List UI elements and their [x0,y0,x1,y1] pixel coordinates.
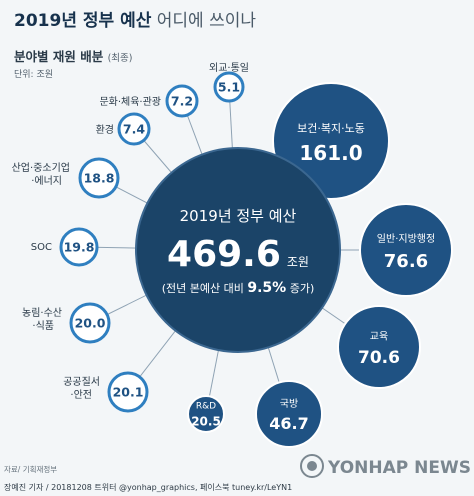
source-note: 자료/ 기획재정부 [4,465,58,474]
category-label-item-6: 공공질서 ·안전 [63,376,100,401]
value-label-item-9: 18.8 [84,171,115,186]
page-title: 2019년 정부 예산 어디에 쓰이나 [14,6,256,31]
page-title-bold: 2019년 정부 예산 [14,11,152,31]
logo-icon-inner [307,461,317,471]
category-label-line-item-6: 공공질서 [63,376,100,388]
category-label-item-2: 일반·지방행정 [377,233,435,245]
value-label-item-7: 20.0 [75,316,106,331]
unit-label: 단위: 조원 [14,70,54,80]
category-label-line-item-8: SOC [31,242,52,253]
subtitle-note: (최종) [107,53,133,64]
category-label-line-item-6: ·안전 [70,389,92,401]
center-note-value: 9.5% [247,280,286,296]
center-title: 2019년 정부 예산 [180,207,297,225]
bubble-item-5 [187,395,225,433]
center-circle [135,147,341,353]
category-label-line-item-9: 산업·중소기업 [12,161,70,174]
center-note-prefix: (전년 본예산 대비 [162,282,248,295]
bubble-item-2 [359,203,453,297]
category-label-item-8: SOC [31,242,52,253]
center-unit: 조원 [287,255,309,269]
value-label-item-2: 76.6 [384,251,428,272]
center-note-suffix: 증가) [286,282,314,295]
value-label-item-1: 161.0 [299,141,362,165]
center-note: (전년 본예산 대비 9.5% 증가) [162,280,314,296]
category-label-line-item-7: 농림·수산 [22,307,62,319]
bubble-item-3 [337,305,421,389]
bubble-item-9 [78,157,120,199]
value-label-item-11: 7.2 [171,94,193,109]
bubble-item-7 [69,302,111,344]
bubble-item-4 [255,380,323,448]
bubble-item-10 [117,112,151,146]
category-label-line-item-12: 외교·통일 [209,62,249,74]
category-label-item-11: 문화·체육·관광 [99,96,161,108]
center-bubble: 2019년 정부 예산 469.6 조원 (전년 본예산 대비 9.5% 증가) [135,147,341,353]
value-label-item-12: 5.1 [218,80,240,95]
logo: YONHAP NEWS [300,454,471,478]
subtitle-text: 분야별 재원 배분 [14,49,104,64]
value-label-item-10: 7.4 [123,122,145,137]
bubble-item-8 [59,227,99,267]
category-label-item-1: 보건·복지·노동 [297,122,365,135]
category-label-line-item-11: 문화·체육·관광 [99,96,161,108]
subtitle: 분야별 재원 배분 (최종) [14,46,132,65]
value-label-item-4: 46.7 [269,414,308,433]
category-label-item-12: 외교·통일 [209,62,249,74]
credit-line: 장예진 기자 / 20181208 트위터 @yonhap_graphics, … [4,483,293,492]
category-label-item-9: 산업·중소기업 ·에너지 [12,161,70,187]
center-value-line: 469.6 조원 [167,234,309,275]
category-label-item-5: R&D [196,402,216,412]
bubble-item-12 [213,71,245,103]
category-label-line-item-9: ·에너지 [31,175,62,187]
category-label-item-3: 교육 [370,330,388,342]
category-label-line-item-7: ·식품 [32,320,54,332]
value-label-item-6: 20.1 [113,385,144,400]
category-label-item-10: 환경 [96,123,114,136]
logo-icon [300,454,324,478]
page-title-light: 어디에 쓰이나 [151,11,257,31]
center-value: 469.6 [167,234,281,275]
bubble-item-11 [165,84,199,118]
bubble-item-6 [107,371,149,413]
bubbles: 보건·복지·노동 161.0 일반·지방행정 76.6 교육 70.6 국방 46.7 R&D 2… [12,62,453,448]
category-label-item-7: 농림·수산 ·식품 [22,307,62,332]
category-label-line-item-10: 환경 [96,123,114,136]
value-label-item-3: 70.6 [358,348,400,368]
value-label-item-8: 19.8 [64,240,95,255]
value-label-item-5: 20.5 [191,414,221,428]
logo-text: YONHAP NEWS [327,458,471,478]
category-label-item-4: 국방 [280,398,298,410]
